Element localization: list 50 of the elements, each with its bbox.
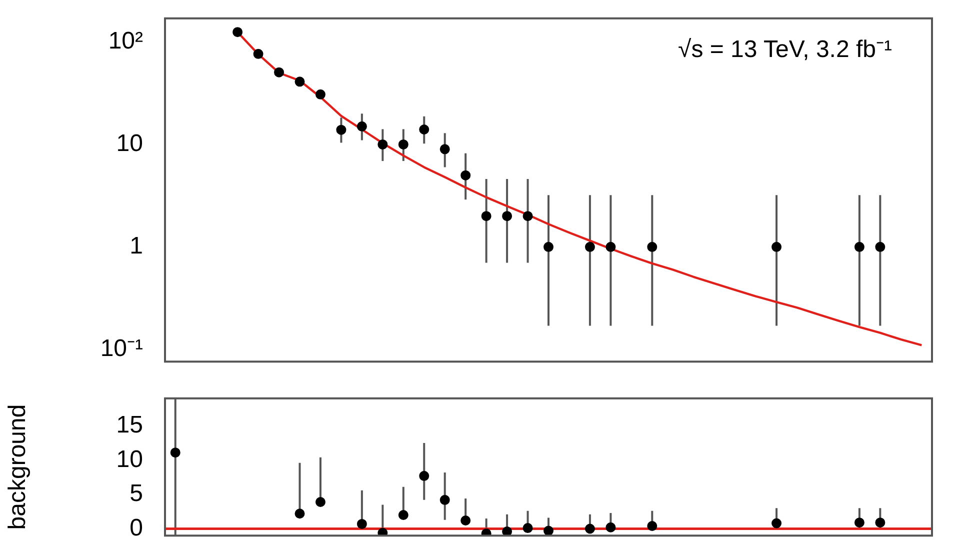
point	[336, 124, 346, 135]
y-tick-label: 10	[116, 446, 143, 473]
y-tick-label: 10	[116, 130, 143, 158]
y-axis-title: background	[4, 404, 32, 530]
point	[170, 448, 180, 458]
point	[460, 170, 471, 180]
point	[544, 526, 554, 536]
point	[419, 124, 430, 134]
annotation: √s = 13 TeV, 3.2 fb⁻¹	[678, 36, 892, 64]
point	[772, 518, 782, 528]
y-tick-label: 10²	[108, 28, 144, 55]
point	[440, 494, 450, 505]
point	[419, 470, 430, 481]
point	[315, 496, 326, 507]
y-tick-label: 10⁻¹	[100, 335, 144, 362]
point	[502, 526, 512, 536]
point	[647, 242, 658, 252]
point	[584, 242, 595, 252]
point	[440, 144, 450, 154]
point	[315, 89, 326, 100]
y-tick-label: 5	[130, 480, 143, 508]
point	[875, 242, 886, 252]
point	[356, 518, 367, 529]
point	[232, 27, 243, 38]
point	[294, 76, 305, 87]
y-tick-label: 1	[130, 232, 143, 260]
y-tick-label: 0	[130, 514, 143, 542]
point	[854, 518, 864, 528]
point	[378, 139, 388, 150]
point	[356, 121, 367, 132]
point	[544, 242, 554, 252]
point	[460, 516, 471, 526]
point	[253, 48, 264, 59]
point	[398, 510, 408, 520]
point	[398, 139, 408, 150]
point	[522, 211, 533, 222]
point	[647, 520, 658, 531]
y-tick-label: 15	[116, 411, 143, 438]
point	[854, 242, 864, 252]
point	[875, 518, 886, 528]
point	[294, 508, 305, 519]
point	[481, 211, 492, 222]
point	[502, 211, 512, 222]
point	[606, 242, 616, 252]
point	[522, 523, 533, 534]
point	[378, 528, 388, 536]
point	[274, 67, 284, 78]
point	[606, 522, 616, 532]
point	[772, 242, 782, 252]
point	[584, 524, 595, 534]
